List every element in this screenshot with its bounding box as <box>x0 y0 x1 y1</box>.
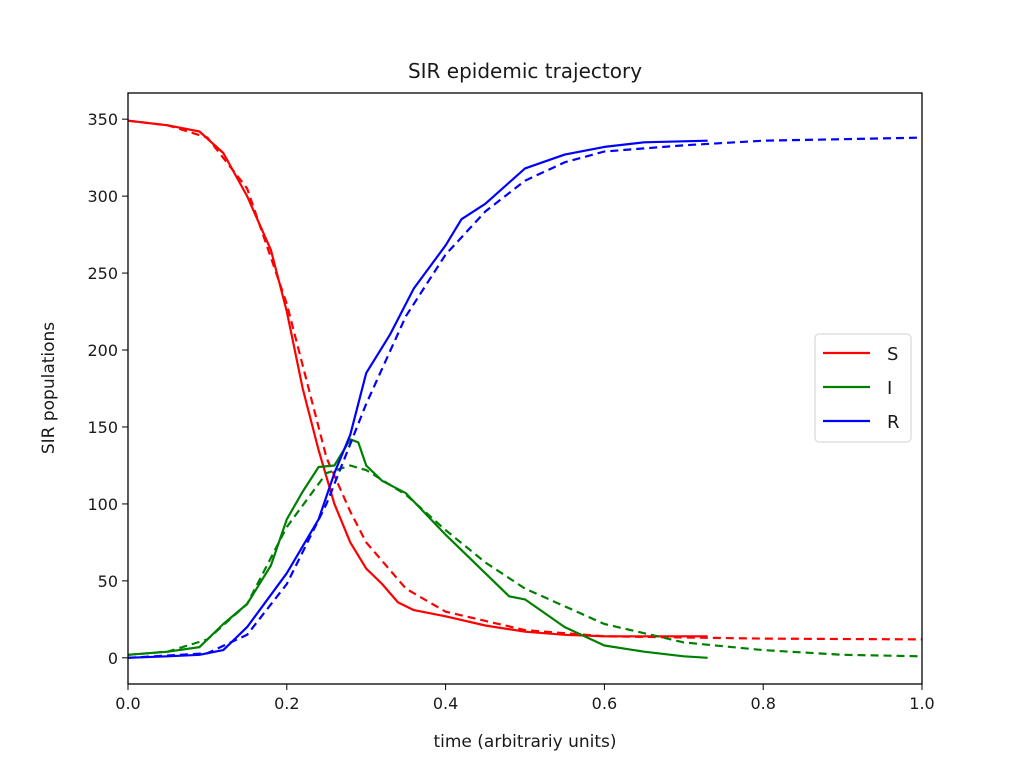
x-tick-label: 0.0 <box>115 694 140 713</box>
x-tick-label: 0.6 <box>592 694 617 713</box>
x-tick-label: 0.4 <box>433 694 458 713</box>
y-tick-label: 100 <box>87 495 118 514</box>
x-tick-label: 1.0 <box>909 694 934 713</box>
y-tick-label: 50 <box>98 572 118 591</box>
x-tick-label: 0.8 <box>750 694 775 713</box>
y-tick-label: 250 <box>87 264 118 283</box>
x-axis-label: time (arbitrariy units) <box>433 732 616 752</box>
y-axis-label: SIR populations <box>39 322 59 454</box>
legend: SIR <box>814 333 912 443</box>
chart-title: SIR epidemic trajectory <box>408 59 642 83</box>
series-R-dashed-line <box>127 136 923 659</box>
series-S-solid-line <box>127 119 708 638</box>
x-tick-label: 0.2 <box>274 694 299 713</box>
y-tick-label: 300 <box>87 187 118 206</box>
series-R-solid-line <box>127 139 708 659</box>
legend-label-R: R <box>887 412 900 433</box>
y-tick-label: 0 <box>108 649 118 668</box>
series-I-solid-line <box>127 438 708 659</box>
y-tick-label: 150 <box>87 418 118 437</box>
y-tick-label: 350 <box>87 110 118 129</box>
axis-ticks: 0.0 0.2 0.4 0.6 0.8 1.0 0 50 100 150 200 250 300 350 <box>87 110 934 713</box>
legend-label-I: I <box>887 378 892 399</box>
series-S-dashed-line <box>127 119 923 641</box>
y-tick-label: 200 <box>87 341 118 360</box>
series-layer <box>127 119 923 659</box>
plot-frame <box>127 92 923 685</box>
legend-label-S: S <box>887 344 898 365</box>
